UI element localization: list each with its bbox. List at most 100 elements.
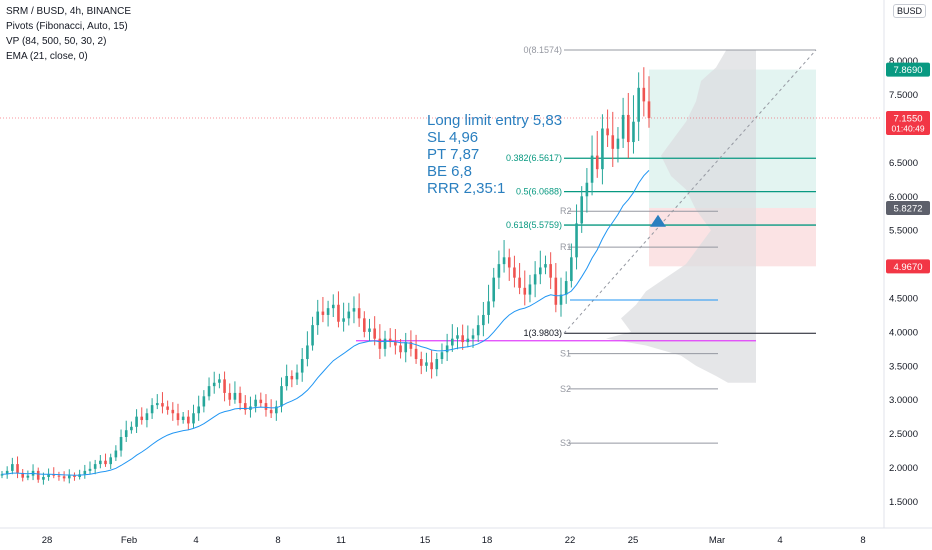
candle-body bbox=[461, 335, 464, 343]
candle-body bbox=[647, 101, 651, 118]
currency-button[interactable]: BUSD bbox=[892, 4, 926, 18]
candle-body bbox=[171, 409, 175, 414]
candle-body bbox=[347, 311, 351, 319]
candle-body bbox=[621, 114, 625, 139]
candle-body bbox=[5, 470, 9, 475]
candle-body bbox=[254, 399, 257, 407]
symbol-title[interactable]: SRM / BUSD, 4h, BINANCE bbox=[6, 6, 132, 17]
candle-body bbox=[518, 277, 521, 288]
candle-body bbox=[601, 128, 604, 170]
candle-body bbox=[47, 474, 50, 477]
trade-annotation[interactable]: Long limit entry 5,83 SL 4,96 PT 7,87 BE… bbox=[427, 112, 562, 197]
candle-body bbox=[471, 335, 475, 339]
indicator-ema[interactable]: EMA (21, close, 0) bbox=[6, 51, 88, 62]
indicator-volume-profile[interactable]: VP (84, 500, 50, 30, 2) bbox=[6, 36, 107, 47]
candle-body bbox=[99, 460, 102, 465]
candle-body bbox=[135, 416, 138, 427]
time-tick-label: Mar bbox=[709, 535, 725, 546]
candle-body bbox=[580, 196, 584, 224]
price-label-text: 4.9670 bbox=[893, 262, 922, 273]
pivot-label: R1 bbox=[560, 242, 572, 252]
candle-body bbox=[259, 399, 263, 404]
candle-body bbox=[626, 114, 630, 143]
time-tick-label: 25 bbox=[628, 535, 639, 546]
pivot-label: S2 bbox=[560, 384, 571, 394]
candle-body bbox=[0, 474, 4, 476]
candle-body bbox=[373, 328, 376, 339]
price-label-text: 7.8690 bbox=[893, 65, 922, 76]
candle-body bbox=[435, 359, 439, 370]
annotation-risk-reward: RRR 2,35:1 bbox=[427, 180, 506, 197]
candle-body bbox=[456, 335, 459, 339]
candle-body bbox=[575, 223, 578, 258]
ema-line[interactable] bbox=[1, 170, 650, 476]
candle-body bbox=[585, 182, 589, 197]
indicator-pivots[interactable]: Pivots (Fibonacci, Auto, 15) bbox=[6, 21, 128, 32]
price-label-badge[interactable] bbox=[886, 201, 930, 216]
time-tick-label: 22 bbox=[565, 535, 576, 546]
price-tick-label: 5.5000 bbox=[889, 226, 918, 237]
price-label-badge[interactable] bbox=[886, 62, 930, 77]
candle-body bbox=[451, 338, 454, 346]
candle-body bbox=[57, 475, 61, 477]
price-label-text: 7.1550 bbox=[893, 113, 922, 124]
price-tick-label: 4.0000 bbox=[889, 327, 918, 338]
price-tick-label: 2.0000 bbox=[889, 463, 918, 474]
candle-body bbox=[419, 359, 423, 366]
candle-body bbox=[528, 284, 532, 295]
candle-body bbox=[130, 426, 133, 431]
candle-body bbox=[114, 450, 118, 458]
candle-body bbox=[554, 277, 558, 305]
price-label-badge[interactable] bbox=[886, 259, 930, 274]
candle-body bbox=[202, 396, 206, 407]
time-tick-label: Feb bbox=[121, 535, 137, 546]
candle-body bbox=[295, 372, 299, 380]
fib-level-label: 0.382(6.5617) bbox=[506, 153, 562, 163]
candle-body bbox=[513, 267, 516, 278]
candle-body bbox=[300, 359, 304, 373]
price-tick-label: 3.5000 bbox=[889, 361, 918, 372]
time-tick-label: 4 bbox=[777, 535, 782, 546]
candle-body bbox=[104, 460, 107, 465]
candle-body bbox=[223, 379, 226, 393]
candle-body bbox=[119, 436, 123, 451]
candle-body bbox=[52, 474, 56, 476]
candle-body bbox=[145, 413, 149, 421]
candle-body bbox=[502, 257, 506, 265]
chart-legend: SRM / BUSD, 4h, BINANCE Pivots (Fibonacc… bbox=[6, 4, 131, 64]
price-tick-label: 1.5000 bbox=[889, 497, 918, 508]
candle-body bbox=[207, 386, 211, 397]
candle-body bbox=[83, 470, 87, 475]
candle-body bbox=[632, 121, 635, 143]
candle-body bbox=[466, 338, 470, 343]
candle-body bbox=[280, 386, 283, 407]
candle-body bbox=[337, 304, 340, 322]
candle-body bbox=[394, 342, 397, 346]
price-tick-label: 6.5000 bbox=[889, 158, 918, 169]
candle-body bbox=[414, 348, 418, 360]
candle-body bbox=[36, 470, 40, 480]
candle-body bbox=[476, 325, 480, 336]
candle-body bbox=[290, 375, 294, 380]
candle-body bbox=[78, 474, 81, 477]
price-label-badge[interactable] bbox=[886, 110, 930, 135]
candle-body bbox=[233, 392, 237, 400]
candle-body bbox=[331, 304, 335, 309]
candle-body bbox=[16, 464, 19, 473]
time-tick-label: 28 bbox=[42, 535, 53, 546]
candle-body bbox=[26, 475, 30, 478]
candle-body bbox=[218, 379, 221, 383]
candle-body bbox=[192, 413, 195, 424]
annotation-entry: Long limit entry 5,83 bbox=[427, 112, 563, 129]
candle-body bbox=[611, 135, 615, 149]
candle-body bbox=[430, 362, 433, 370]
candle-body bbox=[523, 287, 527, 295]
entry-marker-icon[interactable] bbox=[650, 214, 666, 227]
candle-body bbox=[492, 277, 496, 302]
candle-body bbox=[559, 294, 563, 305]
candle-body bbox=[590, 155, 594, 183]
pivot-label: S3 bbox=[560, 438, 571, 448]
candle-body bbox=[150, 405, 154, 414]
fib-level-label: 1(3.9803) bbox=[523, 328, 562, 338]
